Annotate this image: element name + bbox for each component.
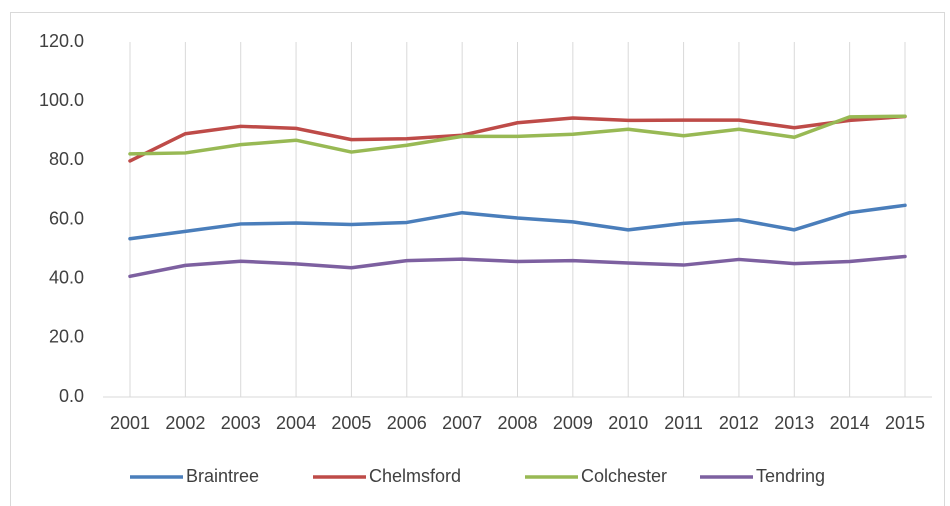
x-tick-label: 2008 [497, 413, 537, 433]
y-tick-label: 0.0 [59, 386, 84, 406]
series-line [128, 114, 907, 156]
y-tick-label: 100.0 [39, 90, 84, 110]
y-tick-label: 20.0 [49, 327, 84, 347]
y-tick-label: 120.0 [39, 31, 84, 51]
x-tick-label: 2009 [553, 413, 593, 433]
legend-label: Colchester [581, 466, 667, 486]
x-tick-label: 2004 [276, 413, 316, 433]
y-tick-label: 40.0 [49, 267, 84, 287]
y-tick-label: 60.0 [49, 208, 84, 228]
x-tick-label: 2005 [331, 413, 371, 433]
x-tick-label: 2001 [110, 413, 150, 433]
legend-label: Tendring [756, 466, 825, 486]
x-tick-label: 2014 [830, 413, 870, 433]
legend-label: Chelmsford [369, 466, 461, 486]
x-tick-label: 2010 [608, 413, 648, 433]
x-tick-label: 2013 [774, 413, 814, 433]
x-tick-label: 2011 [664, 413, 703, 433]
x-tick-label: 2007 [442, 413, 482, 433]
series-line [128, 114, 907, 163]
series-line [128, 254, 907, 279]
x-tick-label: 2006 [387, 413, 427, 433]
x-tick-label: 2012 [719, 413, 759, 433]
y-tick-label: 80.0 [49, 149, 84, 169]
x-tick-label: 2015 [885, 413, 925, 433]
legend-label: Braintree [186, 466, 259, 486]
x-tick-label: 2002 [165, 413, 205, 433]
x-tick-label: 2003 [221, 413, 261, 433]
series-line [128, 203, 907, 241]
